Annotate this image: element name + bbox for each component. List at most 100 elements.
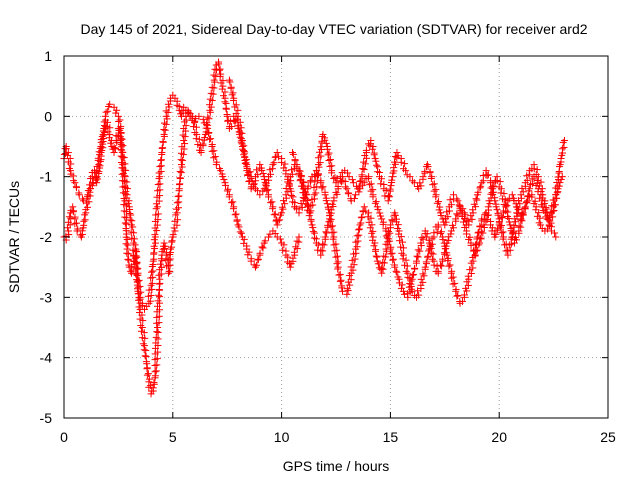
data-point-track-e — [367, 187, 375, 195]
data-point-track-e — [459, 205, 467, 213]
data-point-track-a — [254, 256, 262, 264]
data-point-track-b — [153, 355, 161, 363]
data-point-track-e — [530, 165, 538, 173]
data-point-track-e — [325, 218, 333, 226]
data-point-track-c — [398, 238, 406, 246]
x-tick-label: 25 — [600, 429, 616, 445]
data-point-track-a — [147, 268, 155, 276]
data-point-track-e — [386, 245, 394, 253]
data-point-track-c — [526, 181, 534, 189]
data-point-track-b — [154, 297, 162, 305]
data-point-track-e — [372, 198, 380, 206]
data-point-track-e — [291, 161, 299, 169]
data-point-track-c — [419, 270, 427, 278]
data-point-track-e — [269, 205, 277, 213]
data-point-track-b — [165, 256, 173, 264]
data-point-track-a — [78, 227, 86, 235]
data-point-track-e — [389, 256, 397, 264]
data-point-track-a — [259, 244, 267, 252]
data-point-track-b — [140, 329, 148, 337]
data-point-track-c — [322, 197, 330, 205]
data-point-track-d — [450, 191, 458, 199]
data-point-track-e — [309, 224, 317, 232]
data-point-track-b — [139, 340, 147, 348]
data-point-track-b — [256, 191, 264, 199]
data-point-track-a — [219, 173, 227, 181]
data-point-track-d — [493, 177, 501, 185]
data-point-track-c — [321, 191, 329, 199]
data-point-track-c — [452, 287, 460, 295]
data-point-track-c — [451, 279, 459, 287]
data-point-track-e — [417, 239, 425, 247]
data-point-track-b — [115, 118, 123, 126]
data-point-track-e — [444, 237, 452, 245]
data-point-track-c — [350, 261, 358, 269]
data-point-track-b — [176, 167, 184, 175]
data-point-track-c — [364, 213, 372, 221]
data-point-track-d — [496, 178, 504, 186]
data-point-track-b — [164, 269, 172, 277]
data-point-track-e — [270, 211, 278, 219]
data-point-track-e — [374, 205, 382, 213]
data-point-track-b — [101, 112, 109, 120]
data-point-track-a — [147, 281, 155, 289]
data-point-track-e — [477, 183, 485, 191]
data-point-track-a — [122, 240, 130, 248]
data-point-track-c — [492, 230, 500, 238]
data-point-track-a — [292, 243, 300, 251]
data-point-track-d — [316, 159, 324, 167]
data-point-track-b — [201, 134, 209, 142]
data-point-track-d — [332, 179, 340, 187]
data-point-track-d — [555, 182, 563, 190]
data-point-track-d — [361, 152, 369, 160]
data-point-track-c — [354, 237, 362, 245]
data-point-track-d — [377, 175, 385, 183]
data-point-track-b — [169, 231, 177, 239]
data-point-track-b — [86, 188, 94, 196]
data-point-track-c — [360, 203, 368, 211]
data-point-track-a — [64, 218, 72, 226]
data-point-track-b — [216, 72, 224, 80]
data-point-track-e — [323, 229, 331, 237]
data-point-track-d — [372, 161, 380, 169]
data-point-track-e — [309, 228, 317, 236]
data-point-track-d — [528, 193, 536, 201]
data-point-track-e — [238, 140, 246, 148]
data-point-track-d — [309, 201, 317, 209]
data-point-track-c — [335, 271, 343, 279]
data-point-track-e — [278, 203, 286, 211]
data-point-track-d — [397, 158, 405, 166]
data-point-track-c — [333, 260, 341, 268]
data-point-track-b — [166, 261, 174, 269]
data-point-track-b — [132, 247, 140, 255]
data-point-track-e — [330, 194, 338, 202]
data-point-track-e — [398, 281, 406, 289]
data-point-track-a — [107, 139, 115, 147]
data-point-track-b — [98, 133, 106, 141]
data-point-track-a — [289, 254, 297, 262]
data-point-track-e — [258, 166, 266, 174]
data-point-track-d — [406, 173, 414, 181]
data-point-track-d — [300, 179, 308, 187]
data-point-track-e — [281, 200, 289, 208]
data-point-track-a — [159, 144, 167, 152]
data-point-track-b — [124, 200, 132, 208]
data-point-track-a — [157, 156, 165, 164]
data-point-track-e — [418, 234, 426, 242]
data-point-track-a — [207, 135, 215, 143]
data-point-track-b — [204, 113, 212, 121]
data-point-track-d — [498, 195, 506, 203]
data-point-track-a — [195, 112, 203, 120]
data-point-track-b — [93, 173, 101, 181]
data-point-track-b — [66, 154, 74, 162]
data-point-track-e — [387, 250, 395, 258]
data-point-track-c — [449, 280, 457, 288]
data-point-track-e — [320, 241, 328, 249]
data-point-track-b — [215, 60, 223, 68]
data-point-track-e — [533, 166, 541, 174]
data-point-track-a — [217, 167, 225, 175]
data-point-track-b — [221, 98, 229, 106]
data-point-track-b — [75, 191, 83, 199]
data-point-track-d — [387, 182, 395, 190]
data-point-track-d — [360, 166, 368, 174]
